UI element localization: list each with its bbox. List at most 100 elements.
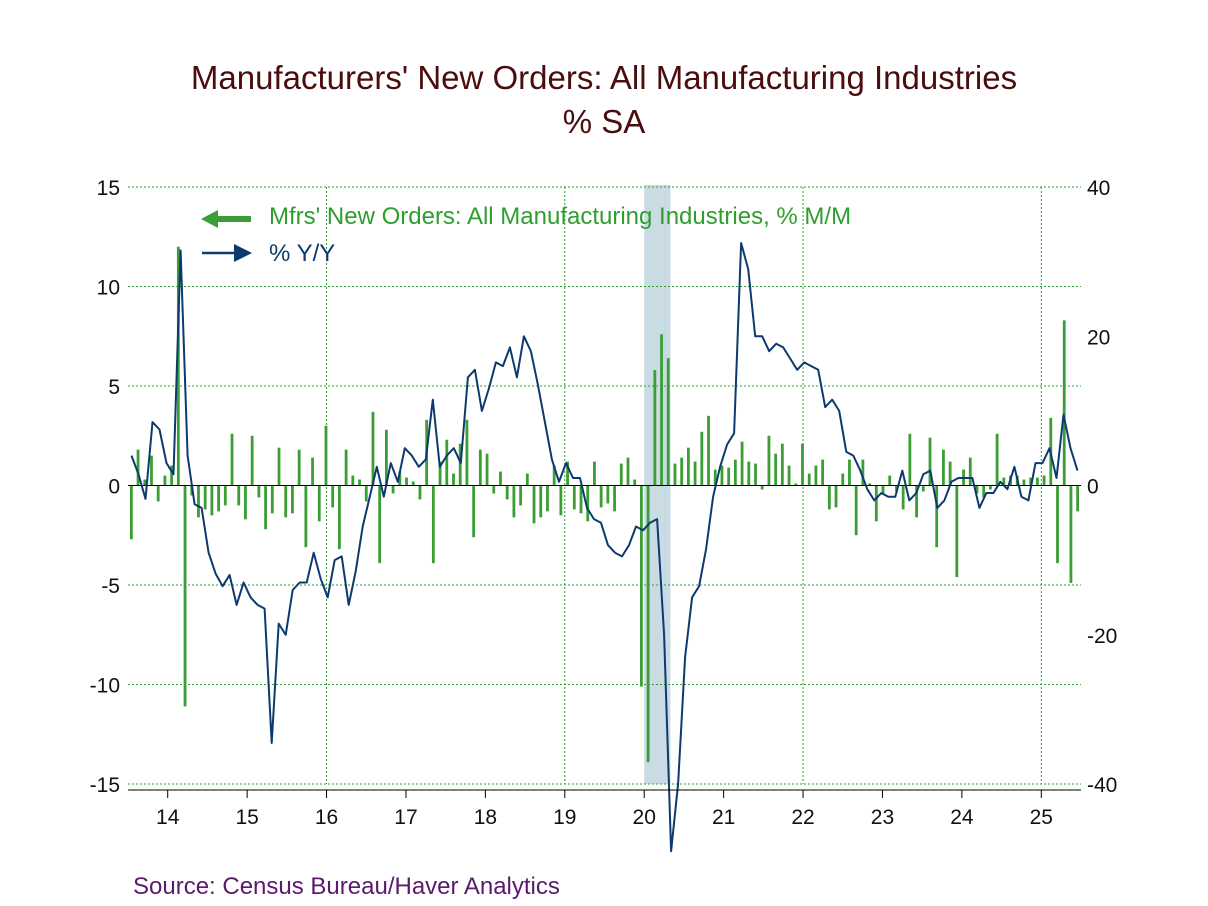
right-tick-label: 40	[1087, 177, 1110, 200]
mm-bar	[673, 463, 677, 486]
mm-bar	[311, 457, 314, 486]
mm-bar	[619, 463, 623, 486]
x-tick-label: 25	[1030, 806, 1053, 829]
mm-bar	[988, 485, 992, 490]
mm-bar	[150, 455, 153, 486]
x-tick-label: 22	[791, 806, 814, 829]
x-tick-label: 21	[712, 806, 735, 829]
mm-bar	[1042, 475, 1046, 486]
mm-bar	[539, 485, 543, 518]
x-tick-label: 16	[315, 806, 338, 829]
mm-bar	[230, 433, 234, 486]
mm-bar	[136, 449, 140, 486]
mm-bar	[170, 465, 174, 486]
mm-bar	[606, 485, 610, 504]
mm-bar	[948, 461, 952, 486]
mm-bar	[646, 485, 650, 763]
mm-bar	[485, 453, 489, 486]
mm-bar	[384, 429, 388, 486]
mm-bar	[210, 485, 214, 516]
mm-bar	[626, 457, 630, 486]
mm-bar	[465, 419, 469, 486]
mm-bar	[834, 485, 838, 508]
mm-bar	[1076, 485, 1080, 512]
mm-bar	[666, 358, 670, 486]
left-tick-label: 0	[108, 476, 120, 499]
legend-arrow-right-icon	[202, 244, 252, 262]
mm-bar	[237, 485, 241, 506]
mm-bar	[478, 449, 482, 486]
mm-bar	[317, 485, 321, 522]
mm-bar	[854, 485, 858, 536]
mm-bar	[431, 485, 435, 564]
mm-bar	[613, 485, 616, 512]
mm-bar	[807, 473, 811, 486]
x-tick-label: 20	[633, 806, 656, 829]
mm-bar	[707, 415, 710, 486]
mm-bar	[264, 485, 267, 530]
mm-bar	[223, 485, 227, 506]
mm-bar	[364, 485, 368, 502]
mm-bar	[599, 485, 603, 508]
mm-bar	[492, 485, 496, 494]
mm-bar	[1062, 320, 1066, 486]
mm-bar	[284, 485, 288, 518]
mm-bar	[995, 433, 999, 486]
mm-bar	[472, 485, 476, 538]
mm-bar	[532, 485, 536, 524]
legend-arrow-left-icon	[201, 210, 251, 228]
mm-bar	[727, 467, 731, 486]
mm-bar	[525, 473, 529, 486]
mm-bar	[848, 459, 851, 486]
left-tick-label: -10	[90, 675, 120, 698]
mm-bar	[398, 471, 402, 486]
mm-bar	[901, 485, 905, 510]
mm-bar	[942, 449, 945, 486]
mm-bar	[968, 457, 972, 486]
mm-bar	[935, 485, 939, 548]
mm-bar	[660, 334, 663, 486]
mm-bar	[653, 370, 657, 486]
mm-bar	[888, 475, 892, 486]
chart-subtitle: % SA	[563, 103, 646, 140]
mm-bar	[217, 485, 221, 512]
mm-bar	[686, 447, 690, 486]
legend-label-yy: % Y/Y	[269, 240, 335, 267]
left-tick-label: -15	[90, 774, 120, 797]
mm-bar	[250, 435, 254, 486]
right-tick-label: -20	[1087, 625, 1117, 648]
mm-bar	[908, 433, 912, 486]
mm-bar	[197, 485, 200, 518]
gridlines	[128, 186, 1081, 785]
mm-bar	[693, 461, 697, 486]
mm-bar	[881, 485, 885, 494]
mm-bar	[244, 485, 247, 520]
mm-bar	[297, 449, 301, 486]
right-axis-labels: 40 20 0 -20 -40	[1087, 177, 1117, 797]
mm-bar	[338, 485, 341, 550]
mm-bar	[331, 485, 335, 508]
right-tick-label: 20	[1087, 326, 1110, 349]
mm-bar	[552, 465, 556, 486]
mm-bar	[203, 485, 207, 510]
mm-bar	[183, 485, 187, 707]
right-tick-label: -40	[1087, 774, 1117, 797]
mm-bar	[499, 471, 502, 486]
mm-bar	[747, 461, 751, 486]
mm-bar	[277, 447, 281, 486]
mm-bar	[566, 461, 569, 486]
x-tick-label: 19	[553, 806, 576, 829]
left-tick-label: 5	[108, 376, 120, 399]
mm-bar	[559, 485, 563, 516]
mm-bar	[324, 425, 328, 486]
mm-bar	[391, 485, 395, 494]
mm-bar	[874, 485, 878, 522]
source-note: Source: Census Bureau/Haver Analytics	[133, 873, 560, 900]
mm-bar	[143, 479, 147, 486]
mm-bar	[418, 485, 422, 500]
mm-bar	[814, 465, 818, 486]
mm-bar	[411, 481, 415, 486]
mm-bar	[505, 485, 509, 500]
x-tick-label: 15	[235, 806, 258, 829]
mm-bar	[680, 457, 684, 486]
